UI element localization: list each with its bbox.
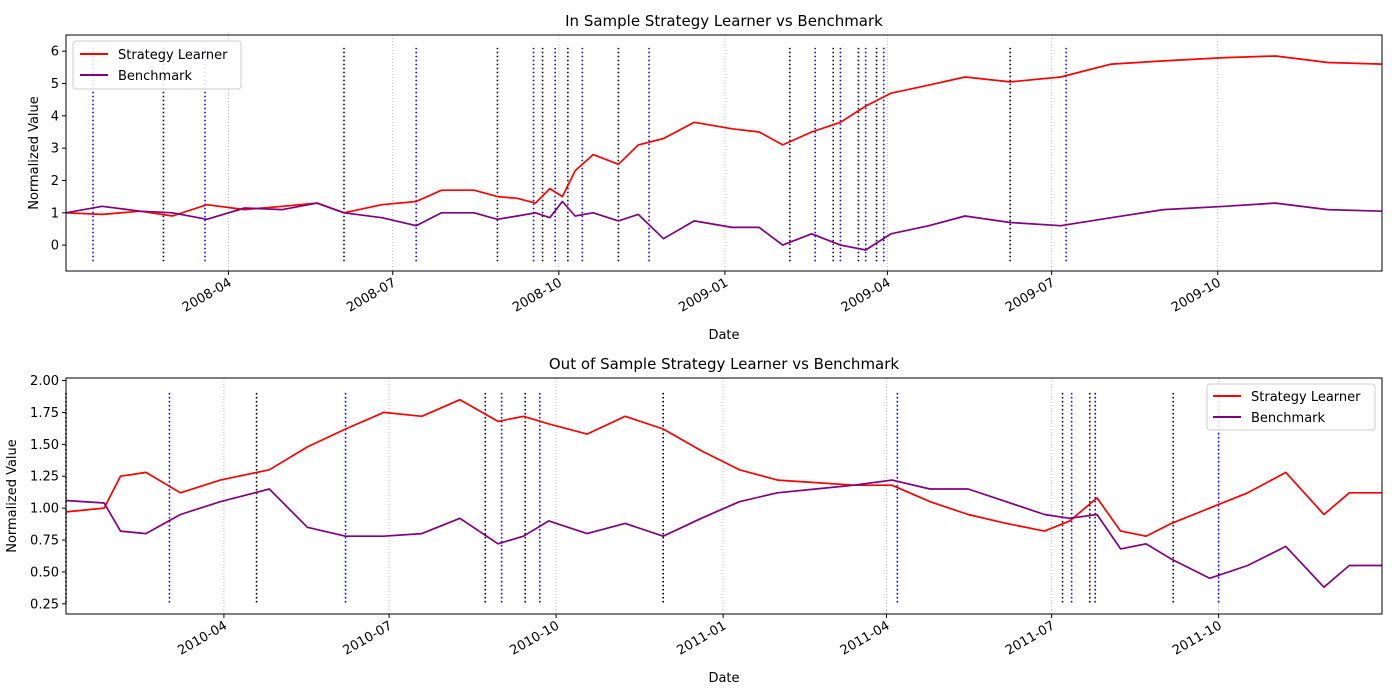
x-tick-label: 2010-10 xyxy=(508,618,563,658)
legend-label-benchmark: Benchmark xyxy=(118,69,193,84)
x-tick-label: 2008-04 xyxy=(180,275,235,315)
x-tick-label: 2009-10 xyxy=(1169,275,1224,315)
y-tick-label: 1.75 xyxy=(30,406,59,421)
x-tick-label: 2009-04 xyxy=(839,275,894,315)
y-tick-label: 0.75 xyxy=(30,534,59,549)
x-axis-label: Date xyxy=(708,671,739,686)
y-tick-label: 0 xyxy=(51,239,59,254)
grid-lines xyxy=(223,378,1220,614)
y-tick-label: 3 xyxy=(51,142,59,157)
y-tick-label: 1.50 xyxy=(30,438,59,453)
legend-label-strategy-learner: Strategy Learner xyxy=(118,48,228,63)
in-sample-chart: In Sample Strategy Learner vs Benchmark … xyxy=(27,12,1383,343)
x-ticks: 2008-04 2008-07 2008-10 2009-01 2009-04 2009-… xyxy=(180,271,1224,316)
x-tick-label: 2011-07 xyxy=(1003,618,1058,658)
y-tick-label: 1 xyxy=(51,206,59,221)
y-tick-label: 2.00 xyxy=(30,374,59,389)
legend-box xyxy=(1206,383,1376,431)
series-lines xyxy=(65,398,1382,589)
out-of-sample-chart: Out of Sample Strategy Learner vs Benchm… xyxy=(5,355,1383,686)
series-line-strategy-learner xyxy=(65,398,1382,538)
series-line-benchmark xyxy=(65,479,1382,589)
x-tick-label: 2011-01 xyxy=(675,618,730,658)
y-tick-label: 1.25 xyxy=(30,470,59,485)
legend-box xyxy=(72,40,242,90)
y-tick-label: 6 xyxy=(51,45,59,60)
x-tick-label: 2010-07 xyxy=(341,618,396,658)
x-tick-label: 2008-10 xyxy=(510,275,565,315)
x-ticks: 2010-04 2010-07 2010-10 2011-01 2011-04 2011-… xyxy=(175,614,1225,659)
x-axis-label: Date xyxy=(708,328,739,343)
y-ticks: 0 1 2 3 4 5 6 xyxy=(51,45,66,254)
legend-label-benchmark: Benchmark xyxy=(1251,411,1326,426)
y-tick-label: 5 xyxy=(51,77,59,92)
y-ticks: 0.25 0.50 0.75 1.00 1.25 1.50 1.75 2.00 xyxy=(30,374,66,612)
series-lines xyxy=(65,55,1383,251)
chart-title: Out of Sample Strategy Learner vs Benchm… xyxy=(549,355,900,373)
y-tick-label: 2 xyxy=(51,174,59,189)
grid-lines xyxy=(228,35,1219,271)
plot-frame xyxy=(65,34,1383,272)
legend-label-strategy-learner: Strategy Learner xyxy=(1251,390,1361,405)
y-tick-label: 0.50 xyxy=(30,565,59,580)
x-tick-label: 2011-04 xyxy=(838,618,893,658)
legend: Strategy Learner Benchmark xyxy=(72,40,242,90)
series-line-benchmark xyxy=(65,200,1383,251)
plot-frame xyxy=(65,377,1383,615)
legend: Strategy Learner Benchmark xyxy=(1206,383,1376,431)
x-tick-label: 2009-07 xyxy=(1003,275,1058,315)
x-tick-label: 2008-07 xyxy=(344,275,399,315)
chart-title: In Sample Strategy Learner vs Benchmark xyxy=(565,12,883,30)
x-tick-label: 2010-04 xyxy=(175,618,230,658)
y-axis-label: Normalized Value xyxy=(27,96,42,210)
y-tick-label: 0.25 xyxy=(30,597,59,612)
x-tick-label: 2011-10 xyxy=(1170,618,1225,658)
y-tick-label: 4 xyxy=(51,109,59,124)
x-tick-label: 2009-01 xyxy=(676,275,731,315)
y-tick-label: 1.00 xyxy=(30,502,59,517)
y-axis-label: Normalized Value xyxy=(5,439,20,553)
series-line-strategy-learner xyxy=(65,55,1383,217)
